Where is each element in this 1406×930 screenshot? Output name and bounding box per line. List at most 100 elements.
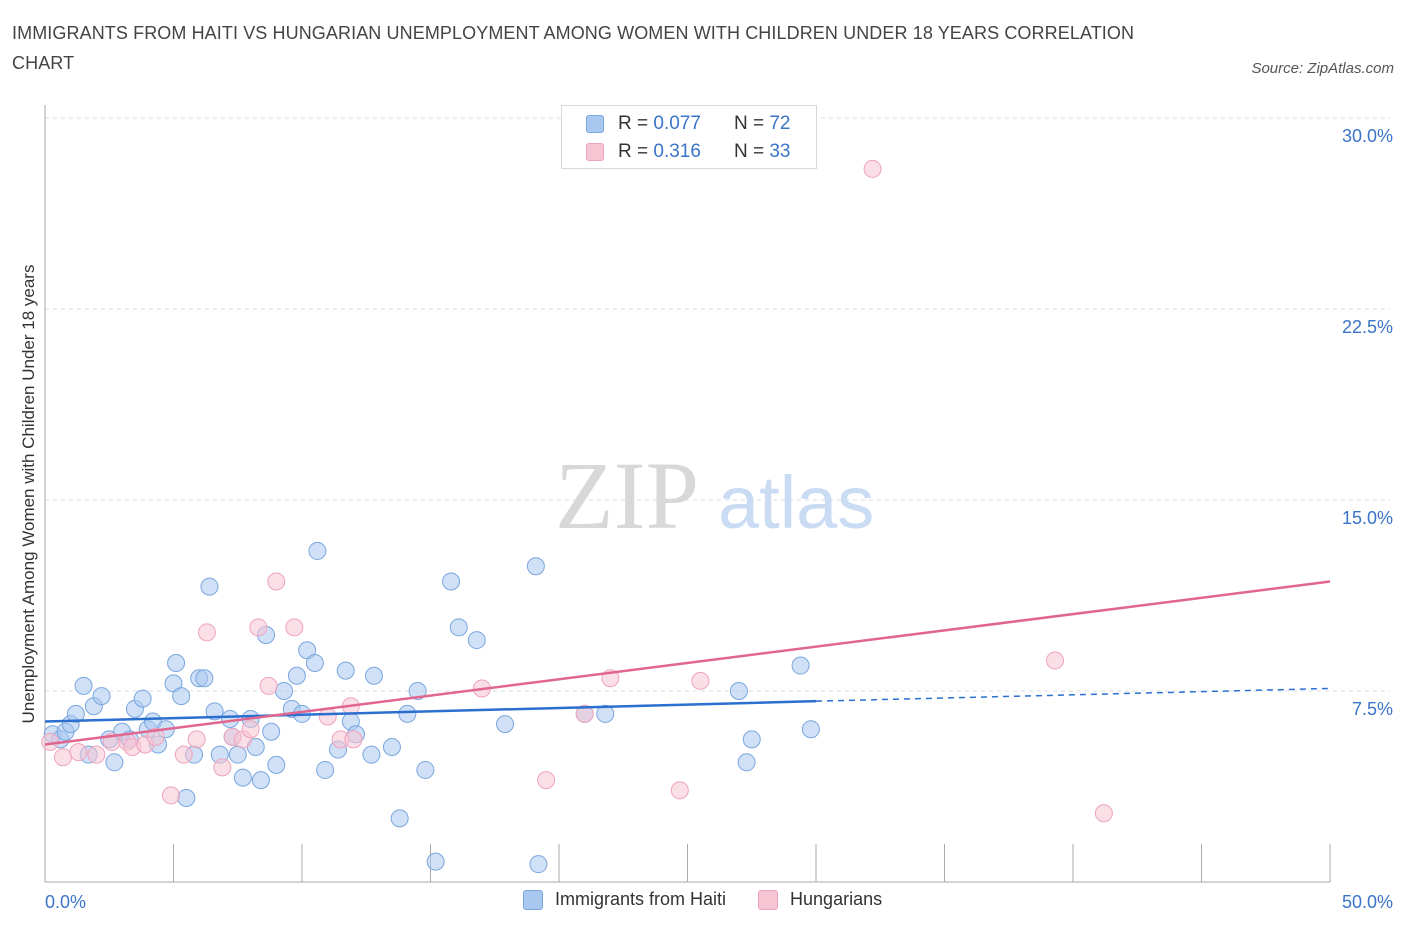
- data-point-haiti: [408, 682, 427, 700]
- data-point-hungarians: [161, 786, 180, 805]
- data-point-hungarians: [1046, 651, 1065, 670]
- data-point-hungarians: [344, 730, 363, 749]
- data-point-hungarians: [259, 676, 278, 695]
- data-point-hungarians: [197, 623, 216, 642]
- data-point-haiti: [449, 618, 468, 637]
- data-point-haiti: [105, 753, 124, 772]
- r-value-hungarians: 0.316: [653, 141, 701, 162]
- watermark-zip: ZIP: [555, 442, 699, 549]
- data-point-haiti: [228, 745, 247, 764]
- gridlines: [45, 117, 1390, 692]
- data-point-haiti: [267, 755, 286, 774]
- x-tick-label: 0.0%: [45, 892, 86, 912]
- data-point-haiti: [364, 666, 383, 685]
- data-point-haiti: [305, 653, 324, 672]
- y-tick-label: 7.5%: [1352, 699, 1393, 719]
- data-point-haiti: [467, 631, 486, 650]
- watermark-atlas: atlas: [718, 461, 874, 544]
- legend-row-haiti: R = 0.077 N = 72: [586, 112, 790, 136]
- data-point-haiti: [92, 687, 111, 706]
- data-point-haiti: [167, 653, 186, 672]
- r-value-haiti: 0.077: [653, 113, 701, 134]
- series-haiti-points: [43, 541, 820, 874]
- data-point-haiti: [133, 689, 152, 708]
- n-label: N =: [733, 141, 765, 162]
- data-point-hungarians: [187, 730, 206, 749]
- watermark: ZIP atlas: [555, 442, 874, 549]
- data-point-haiti: [275, 682, 294, 700]
- r-label: R =: [618, 141, 649, 162]
- legend-label-hungarians: Hungarians: [790, 889, 883, 909]
- data-point-haiti: [801, 720, 820, 739]
- data-point-haiti: [742, 730, 761, 749]
- legend-row-hungarians: R = 0.316 N = 33: [586, 140, 790, 164]
- haiti-swatch: [586, 115, 604, 133]
- data-point-hungarians: [691, 671, 710, 690]
- data-point-haiti: [205, 702, 224, 721]
- data-point-haiti: [529, 855, 548, 874]
- data-point-hungarians: [174, 745, 193, 764]
- x-tick-label: 50.0%: [1342, 892, 1393, 912]
- data-point-hungarians: [69, 743, 88, 762]
- data-point-hungarians: [146, 727, 165, 746]
- legend-item-hungarians[interactable]: Hungarians: [758, 889, 882, 910]
- legend-item-haiti[interactable]: Immigrants from Haiti: [523, 889, 726, 910]
- data-point-haiti: [177, 788, 196, 807]
- data-point-hungarians: [87, 745, 106, 764]
- hungarians-legend-swatch: [758, 889, 779, 910]
- data-point-hungarians: [267, 572, 286, 591]
- data-point-haiti: [442, 572, 461, 591]
- data-point-haiti: [596, 704, 615, 723]
- legend-label-haiti: Immigrants from Haiti: [555, 889, 727, 909]
- data-point-haiti: [287, 666, 306, 685]
- data-point-haiti: [316, 760, 335, 779]
- data-point-hungarians: [53, 748, 72, 767]
- data-point-haiti: [262, 722, 281, 741]
- axes: [44, 105, 1331, 883]
- data-point-haiti: [66, 704, 85, 723]
- chart-title: IMMIGRANTS FROM HAITI VS HUNGARIAN UNEMP…: [12, 23, 1135, 73]
- y-tick-label: 30.0%: [1342, 126, 1393, 146]
- data-point-hungarians: [670, 781, 689, 800]
- series-hungarians-points: [41, 159, 1113, 823]
- data-point-haiti: [74, 676, 93, 695]
- data-point-haiti: [172, 687, 191, 706]
- y-tick-label: 22.5%: [1342, 317, 1393, 337]
- trend-lines: [44, 580, 1331, 746]
- r-label: R =: [618, 113, 649, 134]
- data-point-hungarians: [537, 771, 556, 790]
- data-point-haiti: [729, 682, 748, 700]
- data-point-haiti: [791, 656, 810, 675]
- data-point-haiti: [195, 669, 214, 688]
- data-point-hungarians: [863, 159, 882, 178]
- data-point-hungarians: [1094, 804, 1113, 823]
- data-point-haiti: [336, 661, 355, 680]
- source-label: Source: ZipAtlas.com: [1251, 60, 1394, 77]
- data-point-hungarians: [575, 704, 594, 723]
- data-point-hungarians: [213, 758, 232, 777]
- data-point-haiti: [416, 760, 435, 779]
- n-label: N =: [733, 113, 765, 134]
- data-point-haiti: [737, 753, 756, 772]
- haiti-legend-swatch: [523, 889, 543, 910]
- data-point-haiti: [362, 745, 381, 764]
- data-point-hungarians: [285, 618, 304, 637]
- data-point-haiti: [233, 768, 252, 787]
- hungarians-swatch: [586, 143, 604, 161]
- n-value-hungarians: 33: [769, 141, 791, 162]
- data-point-hungarians: [249, 618, 268, 637]
- data-point-haiti: [308, 541, 327, 560]
- data-point-hungarians: [241, 720, 260, 739]
- trend-line-haiti: [44, 699, 817, 723]
- y-tick-label: 15.0%: [1342, 508, 1393, 528]
- data-point-haiti: [200, 577, 219, 596]
- trend-line-hungarians: [44, 580, 1331, 746]
- data-point-haiti: [426, 852, 445, 871]
- correlation-legend: R = 0.077 N = 72 R = 0.316 N = 33: [561, 105, 817, 169]
- data-point-haiti: [398, 704, 417, 723]
- data-point-haiti: [496, 715, 515, 734]
- y-axis-label: Unemployment Among Women with Children U…: [19, 265, 38, 724]
- trend-line-haiti-extension: [815, 687, 1331, 702]
- data-point-haiti: [526, 557, 545, 576]
